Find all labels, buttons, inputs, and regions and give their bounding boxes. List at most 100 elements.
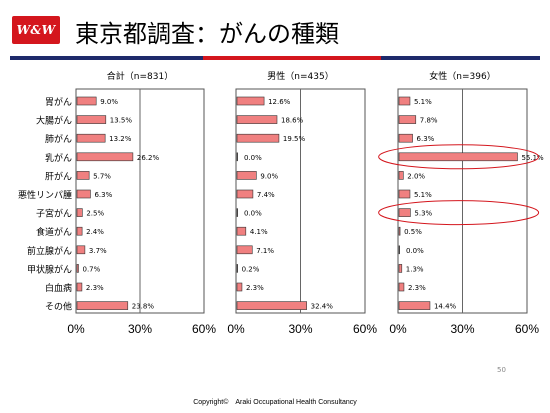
- header-divider-navy: [10, 56, 203, 60]
- bar: [76, 301, 129, 310]
- x-tick-label: 60%: [515, 322, 539, 336]
- chart-title: 合計（n=831）: [107, 70, 173, 82]
- x-tick-label: 0%: [389, 322, 407, 336]
- bar: [398, 282, 405, 292]
- copyright-notice: Copyright© Araki Occupational Health Con…: [193, 399, 357, 406]
- bar-value-label: 6.3%: [417, 135, 435, 143]
- bar: [76, 245, 86, 255]
- x-tick-label: 0%: [227, 322, 245, 336]
- bar: [398, 152, 518, 162]
- bar: [236, 152, 238, 162]
- bar-value-label: 2.0%: [407, 172, 425, 180]
- bar: [398, 226, 401, 236]
- bar-value-label: 5.7%: [93, 172, 111, 180]
- bar: [236, 264, 238, 273]
- bar: [398, 208, 411, 217]
- bar: [236, 245, 253, 255]
- highlight-ellipse: [378, 144, 540, 170]
- bar-value-label: 2.5%: [86, 210, 104, 218]
- bar-value-label: 6.3%: [94, 191, 112, 199]
- x-tick-label: 60%: [353, 322, 377, 336]
- bar: [236, 115, 278, 124]
- bar-value-label: 0.7%: [82, 265, 100, 273]
- bar: [398, 96, 411, 106]
- bar-value-label: 14.4%: [434, 303, 457, 311]
- bar-value-label: 32.4%: [311, 303, 334, 311]
- bar: [236, 171, 257, 180]
- bar: [398, 115, 417, 124]
- bar-value-label: 19.5%: [283, 135, 306, 143]
- bar-value-label: 13.5%: [110, 117, 133, 125]
- bar: [76, 264, 79, 273]
- chart-title: 男性（n=435）: [267, 70, 333, 82]
- bar-value-label: 3.7%: [89, 247, 107, 255]
- category-label: 白血病: [45, 282, 72, 294]
- bar-value-label: 0.0%: [244, 154, 262, 162]
- bar-value-label: 7.1%: [256, 247, 274, 255]
- page-title: 東京都調査：がんの種類: [75, 20, 339, 48]
- bar: [236, 96, 265, 106]
- bar: [236, 208, 238, 217]
- bar: [76, 133, 106, 143]
- chart-title: 女性（n=396）: [429, 70, 495, 82]
- bar: [398, 133, 413, 143]
- bar: [236, 133, 280, 143]
- bar-value-label: 0.0%: [406, 247, 424, 255]
- bar-value-label: 1.3%: [406, 265, 424, 273]
- category-label: 肝がん: [45, 170, 72, 182]
- category-label: その他: [45, 301, 72, 313]
- x-tick-label: 30%: [288, 322, 312, 336]
- bar-value-label: 0.2%: [242, 265, 260, 273]
- x-tick-label: 30%: [450, 322, 474, 336]
- header-divider-red: [203, 56, 381, 60]
- bar: [398, 189, 411, 199]
- x-tick-label: 0%: [67, 322, 85, 336]
- x-tick-label: 30%: [128, 322, 152, 336]
- bar: [398, 301, 431, 310]
- bar-value-label: 26.2%: [137, 154, 160, 162]
- category-label: 子宮がん: [36, 208, 72, 220]
- bar: [76, 115, 107, 124]
- bar-value-label: 55.1%: [521, 154, 544, 162]
- bar: [76, 152, 134, 162]
- bar: [236, 301, 307, 310]
- bar: [398, 245, 400, 255]
- bar-value-label: 7.8%: [420, 117, 438, 125]
- category-label: 食道がん: [36, 226, 72, 238]
- category-label: 前立腺がん: [27, 245, 72, 257]
- category-label: 乳がん: [45, 152, 72, 164]
- bar-value-label: 23.8%: [132, 303, 155, 311]
- bar-value-label: 2.3%: [246, 284, 264, 292]
- bar-value-label: 4.1%: [250, 228, 268, 236]
- bar: [236, 282, 243, 292]
- brand-logo-text: W&W: [16, 23, 56, 37]
- bar: [236, 189, 254, 199]
- bar-value-label: 9.0%: [100, 98, 118, 106]
- x-tick-label: 60%: [192, 322, 216, 336]
- bar-value-label: 7.4%: [257, 191, 275, 199]
- bar-value-label: 13.2%: [109, 135, 132, 143]
- bar: [398, 264, 403, 273]
- bar-value-label: 18.6%: [281, 117, 304, 125]
- bar-value-label: 0.5%: [404, 228, 422, 236]
- highlight-ellipse: [378, 200, 540, 226]
- category-label: 胃がん: [45, 96, 72, 108]
- bar: [236, 226, 247, 236]
- bar-value-label: 2.3%: [86, 284, 104, 292]
- brand-logo: W&W: [12, 16, 60, 44]
- category-label: 悪性リンパ腫: [18, 189, 72, 201]
- header-divider-navy-right: [381, 56, 540, 60]
- bar-value-label: 0.0%: [244, 210, 262, 218]
- bar: [76, 96, 97, 106]
- category-label: 大腸がん: [36, 115, 72, 127]
- bar: [76, 189, 91, 199]
- category-label: 肺がん: [45, 133, 72, 145]
- bar: [76, 171, 90, 180]
- bar: [76, 226, 83, 236]
- bar: [76, 208, 83, 217]
- bar: [76, 282, 83, 292]
- bar-value-label: 12.6%: [268, 98, 291, 106]
- category-label: 甲状腺がん: [27, 263, 72, 275]
- bar-value-label: 2.4%: [86, 228, 104, 236]
